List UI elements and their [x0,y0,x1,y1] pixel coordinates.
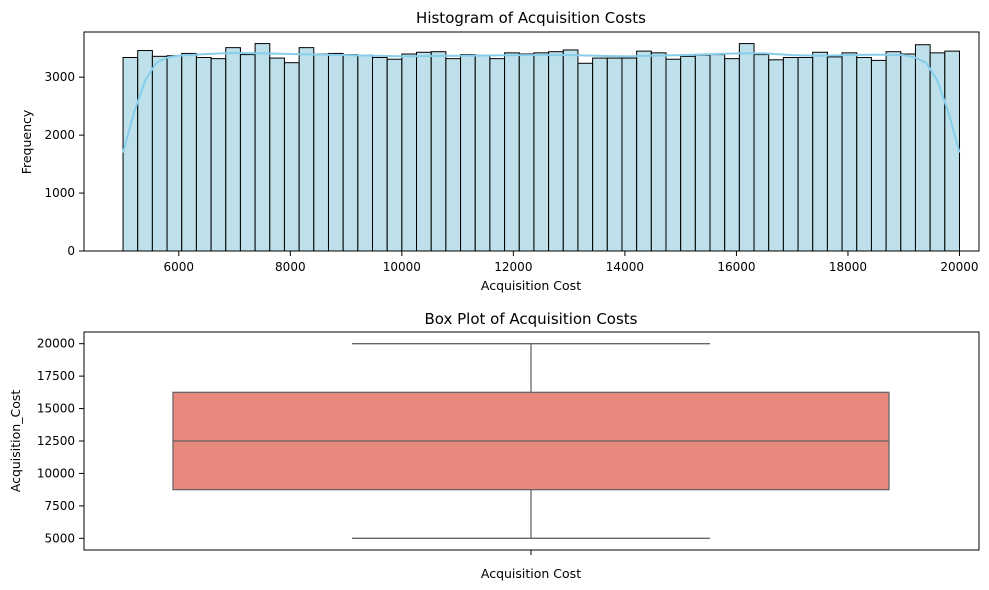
boxplot-y-axis-label: Acquisition_Cost [8,390,23,493]
histogram-bar [826,56,843,252]
boxplot-y-tick-label: 12500 [37,434,75,448]
histogram-y-tick-label: 2000 [44,128,75,142]
histogram-bar [592,57,608,252]
histogram-bar [122,56,139,252]
histogram-bar [504,52,520,252]
histogram-x-tick-label: 20000 [940,260,978,274]
histogram-bar [166,55,183,252]
histogram-bar [283,62,300,252]
histogram-bar [738,43,755,252]
histogram-bar [445,58,462,252]
histogram-panel: Histogram of Acquisition Costs 6000 8000 1… [19,9,980,293]
histogram-bar [768,59,784,252]
boxplot-y-tick-label: 5000 [44,531,75,545]
histogram-bar [416,51,432,252]
histogram-bar [298,47,315,252]
histogram-bar [900,53,916,252]
histogram-bar [313,53,329,252]
histogram-bar [548,51,564,252]
kde-line [122,51,961,153]
histogram-bar [753,54,770,252]
boxplot-y-tick-label: 20000 [37,337,75,351]
histogram-bar [225,47,241,252]
boxplot-y-tick-label: 10000 [37,466,75,480]
histogram-bar [518,53,535,252]
boxplot-title: Box Plot of Acquisition Costs [424,310,637,328]
histogram-bar [269,57,285,252]
histogram-y-axis-label: Frequency [19,109,34,174]
histogram-x-tick-label: 10000 [383,260,421,274]
histogram-bar [533,52,550,252]
boxplot-y-tick-label: 17500 [37,369,75,383]
histogram-x-tick-label: 6000 [164,260,195,274]
histogram-bar [401,53,418,252]
histogram-bar [327,52,344,252]
histogram-bar [870,59,887,252]
histogram-bar [474,54,491,252]
histogram-bar [782,56,799,252]
histogram-bar [357,54,374,252]
histogram-bar [694,54,711,252]
histogram-bar [665,58,682,252]
histogram-bar [254,43,271,252]
boxplot-y-tick-label: 15000 [37,402,75,416]
histogram-bar [680,55,696,252]
histogram-x-tick-label: 14000 [606,260,644,274]
histogram-bar [151,55,168,252]
histogram-bar [342,54,359,252]
histogram-bar [239,54,256,252]
histogram-bar [372,56,388,252]
histogram-bar [724,58,740,252]
histogram-bars [122,43,960,252]
histogram-bar [210,58,227,252]
histogram-bar [430,51,447,252]
histogram-bar [489,58,506,252]
histogram-bar [812,51,828,252]
boxplot-shapes [172,343,890,539]
histogram-bar [562,49,579,252]
histogram-bar [181,52,197,252]
histogram-y-tick-label: 1000 [44,186,75,200]
histogram-bar [386,58,403,252]
histogram-bar [914,44,931,252]
histogram-bar [621,57,638,252]
histogram-bar [606,57,623,252]
boxplot-x-axis-label: Acquisition Cost [481,566,581,581]
histogram-bar [944,50,960,252]
histogram-x-tick-label: 18000 [829,260,867,274]
histogram-bar [650,52,667,252]
histogram-bar [885,51,902,252]
histogram-x-ticks: 6000 8000 10000 12000 14000 16000 18000 20000 [164,251,979,274]
histogram-bar [797,56,814,252]
histogram-bar [460,54,476,252]
histogram-x-tick-label: 16000 [717,260,755,274]
histogram-title: Histogram of Acquisition Costs [416,9,646,27]
histogram-y-tick-label: 0 [67,244,75,258]
boxplot-panel: Box Plot of Acquisition Costs 5000 7500 10… [8,310,980,581]
boxplot-y-ticks: 5000 7500 10000 12500 15000 17500 20000 [37,337,84,545]
histogram-y-tick-label: 3000 [44,70,75,84]
boxplot-y-tick-label: 7500 [44,499,75,513]
histogram-bar [577,62,594,252]
histogram-bar [856,56,872,252]
histogram-axes-frame [83,31,980,252]
histogram-bar [841,52,858,252]
histogram-bar [195,56,212,252]
histogram-bar [709,54,726,252]
histogram-y-ticks: 0 1000 2000 3000 [44,70,84,258]
histogram-x-tick-label: 12000 [494,260,532,274]
histogram-x-axis-label: Acquisition Cost [481,278,581,293]
histogram-bar [636,50,652,252]
histogram-x-tick-label: 8000 [275,260,306,274]
